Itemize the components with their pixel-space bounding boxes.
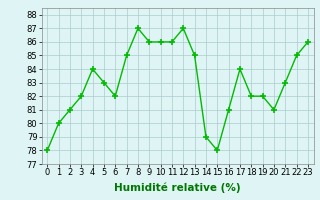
X-axis label: Humidité relative (%): Humidité relative (%) [114,183,241,193]
